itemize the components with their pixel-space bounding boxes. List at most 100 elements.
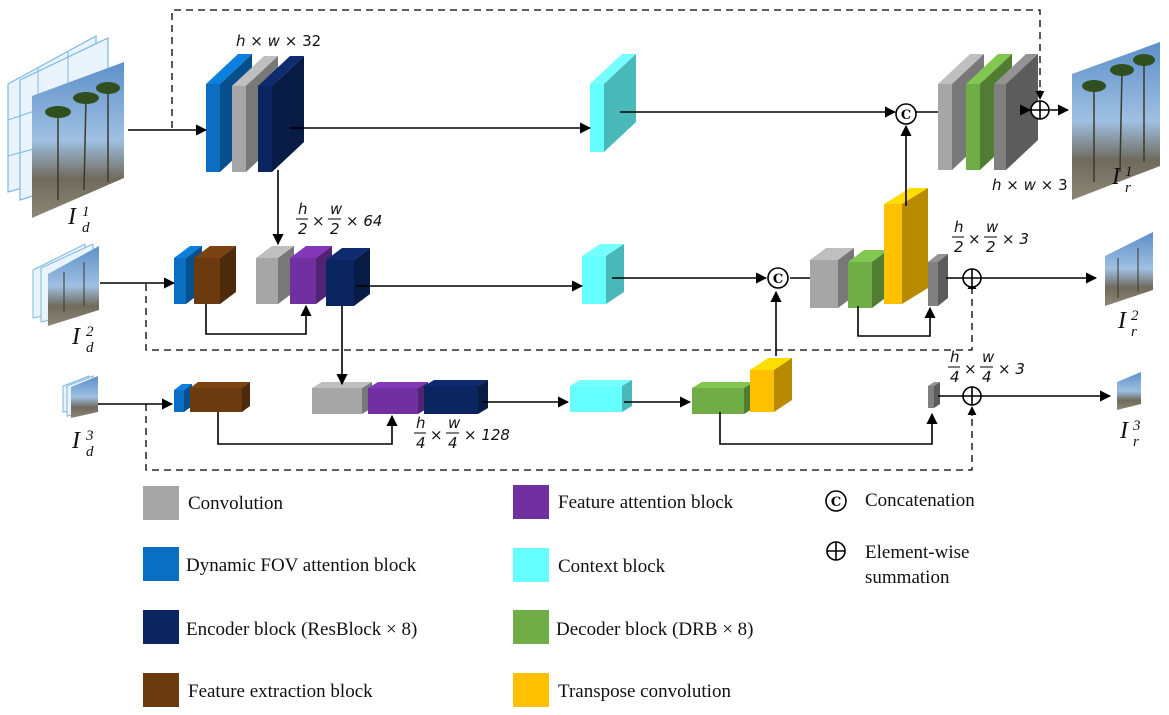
label-output-level1: I 1 r [1111, 164, 1133, 196]
block-conv-l2-out-front [810, 260, 838, 308]
svg-text:2: 2 [986, 238, 996, 256]
svg-text:d: d [82, 220, 90, 236]
svg-text:1: 1 [1125, 164, 1133, 180]
label-output-level2: I 2 r [1117, 308, 1139, 340]
block-encoder-l3-front [424, 386, 478, 414]
block-conv-l2-final-top [928, 254, 948, 262]
block-encoder-l3 [424, 380, 488, 414]
block-context-l1 [590, 54, 636, 152]
legend-label-transpose: Transpose convolution [558, 681, 731, 702]
block-encoder-l2-front [326, 260, 354, 306]
block-dynamic-fov-l2-front [174, 258, 186, 304]
block-feature-extraction-l3 [190, 382, 250, 412]
svg-text:2: 2 [330, 220, 340, 238]
legend-swatch-feature-extraction [143, 673, 179, 707]
block-decoder-l3 [692, 382, 754, 414]
dim-level1-out: h × w × 3 [992, 176, 1068, 194]
block-dynamic-fov-l1-top [206, 54, 252, 84]
block-feature-attention-l2-front [290, 258, 316, 304]
block-conv-l1-top [232, 56, 278, 86]
block-feature-extraction-l2 [194, 246, 236, 304]
block-conv-l1-out-b-top [994, 54, 1038, 84]
label-input-level1: I 1 d [67, 204, 90, 236]
block-transpose-l3-front [750, 370, 774, 412]
block-conv-l2-out [810, 248, 854, 308]
svg-text:2: 2 [954, 238, 964, 256]
svg-text:d: d [86, 340, 94, 356]
output-image-level3 [1117, 372, 1141, 410]
block-encoder-l2 [326, 248, 370, 306]
concat-op-level1: C [895, 103, 917, 125]
svg-text:4: 4 [416, 434, 426, 452]
block-feature-extraction-l2-side [220, 246, 236, 304]
svg-text:w: w [448, 414, 461, 432]
block-feature-extraction-l3-front [190, 388, 242, 412]
block-feature-attention-l2 [290, 246, 332, 304]
svg-text:h: h [298, 200, 308, 218]
block-conv-l2-front [256, 258, 278, 304]
svg-text:h: h [416, 414, 426, 432]
dim-level3-in: h 4 × w 4 × 128 [414, 414, 510, 452]
block-feature-extraction-l3-side [242, 382, 250, 412]
legend-label-concatenation: Concatenation [865, 490, 975, 511]
block-conv-l3-final-top [928, 382, 940, 386]
block-encoder-l1-top [258, 56, 304, 86]
sum-op-level3 [962, 386, 982, 406]
label-output-level3: I 3 r [1119, 418, 1141, 450]
legend-label-summation-line2: summation [865, 567, 950, 588]
svg-text:r: r [1131, 324, 1137, 340]
block-decoder-l3-front [692, 388, 744, 414]
block-dynamic-fov-l1-front [206, 84, 220, 172]
block-transpose-l2-side [902, 188, 928, 304]
svg-text:× 128: × 128 [464, 426, 510, 444]
block-encoder-l3-side [478, 380, 488, 414]
output-image-level1 [1072, 42, 1160, 200]
svg-text:2: 2 [1131, 308, 1139, 324]
block-conv-l3-front [312, 388, 362, 414]
block-feature-attention-l2-top [290, 246, 332, 258]
label-input-level3: I 3 d [71, 428, 94, 460]
svg-text:4: 4 [982, 368, 992, 386]
svg-text:w: w [330, 200, 343, 218]
svg-text:h: h [954, 218, 964, 236]
concat-op-level2: C [767, 267, 789, 289]
svg-text:I: I [71, 324, 81, 350]
legend-swatch-encoder [143, 610, 179, 644]
block-dynamic-fov-l3-front [174, 390, 184, 412]
svg-text:×: × [312, 212, 325, 230]
block-dynamic-fov-l2-top [174, 246, 202, 258]
legend-swatch-feature-attention [513, 485, 549, 519]
svg-text:w: w [986, 218, 999, 236]
block-conv-l2-final-side [938, 254, 948, 306]
block-decoder-l1-front [966, 84, 980, 170]
svg-text:× 64: × 64 [346, 212, 382, 230]
block-context-l2-top [582, 244, 624, 256]
svg-text:I: I [1117, 308, 1127, 334]
svg-text:I: I [1111, 164, 1121, 190]
block-encoder-l2-top [326, 248, 370, 260]
svg-text:3: 3 [1132, 418, 1141, 434]
label-input-level2: I 2 d [71, 324, 94, 356]
input-image-level3 [62, 375, 98, 418]
block-dynamic-fov-l3 [174, 384, 192, 412]
block-encoder-l2-side [354, 248, 370, 306]
legend: Convolution Dynamic FOV attention block … [143, 485, 975, 707]
block-decoder-l1-top [966, 54, 1012, 84]
input-image-level1 [7, 34, 124, 218]
legend-swatch-transpose [513, 673, 549, 707]
legend-label-summation-line1: Element-wise [865, 542, 969, 563]
block-feature-extraction-l2-top [194, 246, 236, 258]
block-conv-l3-final-front [928, 386, 934, 408]
block-feature-extraction-l2-front [194, 258, 220, 304]
svg-text:r: r [1133, 434, 1139, 450]
block-conv-l2-top [256, 246, 294, 258]
legend-label-feature-attention: Feature attention block [558, 492, 734, 513]
block-transpose-l3 [750, 358, 792, 412]
svg-text:×: × [968, 230, 981, 248]
block-context-l3-side [622, 380, 632, 412]
sum-op-level2 [962, 268, 982, 288]
legend-label-feature-extraction: Feature extraction block [188, 681, 373, 702]
block-encoder-l3-top [424, 380, 488, 386]
block-context-l3 [570, 380, 632, 412]
svg-text:2: 2 [86, 324, 94, 340]
